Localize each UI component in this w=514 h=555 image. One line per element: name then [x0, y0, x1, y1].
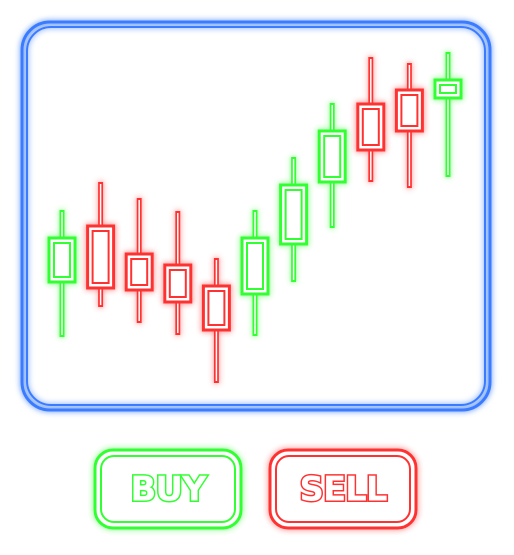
candle-body	[394, 88, 424, 133]
candle	[433, 52, 463, 177]
candle-body	[240, 236, 270, 296]
candle	[394, 63, 424, 188]
candle	[317, 103, 347, 228]
candle	[47, 210, 77, 337]
candle-body	[317, 129, 347, 184]
body-inner	[130, 258, 149, 286]
candle	[201, 258, 231, 383]
button-inner	[100, 455, 236, 523]
candle	[240, 210, 270, 336]
button-outer	[93, 448, 243, 530]
candle	[163, 211, 193, 335]
candle-body	[201, 284, 231, 332]
body-inner	[284, 189, 303, 240]
button[interactable]: BUY	[93, 448, 243, 530]
candle-body	[433, 78, 463, 100]
candle	[86, 182, 116, 307]
candle-body	[279, 183, 309, 246]
candle	[279, 157, 309, 282]
body-inner	[168, 269, 187, 298]
body-inner	[246, 242, 264, 290]
button[interactable]: SELL	[268, 448, 418, 530]
candle	[356, 57, 386, 182]
plot	[47, 52, 463, 383]
button-inner	[275, 455, 411, 523]
body-inner	[400, 94, 419, 127]
body-inner	[439, 84, 457, 94]
candle-body	[356, 102, 386, 152]
body-inner	[91, 230, 110, 284]
chart-frame	[20, 20, 492, 412]
candle-body	[47, 236, 77, 284]
button-label: SELL	[299, 470, 386, 510]
button-outer	[268, 448, 418, 530]
body-inner	[53, 242, 71, 278]
button-label: BUY	[130, 470, 207, 510]
candle-body	[86, 224, 116, 290]
frame-inner	[26, 26, 486, 406]
body-inner	[323, 135, 342, 178]
body-inner	[207, 290, 226, 326]
buttons: BUY SELL	[93, 448, 418, 530]
candle	[124, 198, 154, 323]
frame-outer	[20, 20, 492, 412]
body-inner	[361, 108, 380, 146]
